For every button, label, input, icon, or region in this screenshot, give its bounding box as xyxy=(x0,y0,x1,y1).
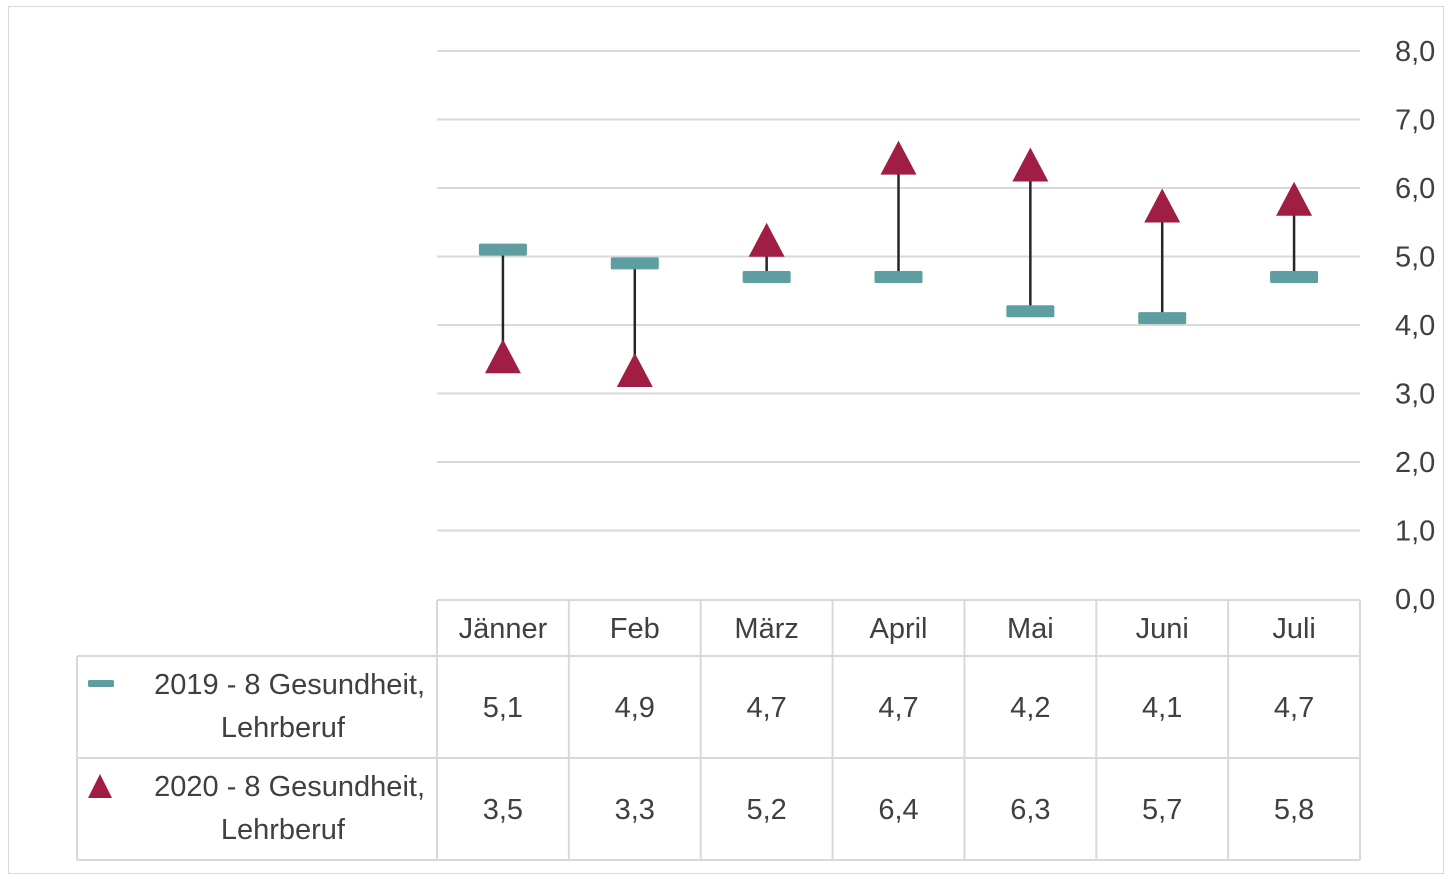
data-label: 4,7 xyxy=(878,692,918,724)
y-tick-label: 7,0 xyxy=(1395,105,1435,137)
marker-2019 xyxy=(1006,305,1055,318)
y-tick-label: 8,0 xyxy=(1395,36,1435,68)
x-tick-label: Juni xyxy=(1136,613,1189,645)
data-label: 4,9 xyxy=(615,692,655,724)
data-label: 4,7 xyxy=(746,692,786,724)
marker-2019 xyxy=(874,271,923,284)
data-label: 5,1 xyxy=(483,692,523,724)
marker-2020 xyxy=(1276,181,1313,216)
marker-2020 xyxy=(1144,188,1181,223)
y-tick-label: 4,0 xyxy=(1395,310,1435,342)
data-label: 5,7 xyxy=(1142,794,1182,826)
data-markers xyxy=(478,140,1319,387)
x-tick-label: Jänner xyxy=(459,613,548,645)
legend-key-2019 xyxy=(88,680,114,687)
y-tick-label: 5,0 xyxy=(1395,242,1435,274)
y-tick-label: 1,0 xyxy=(1395,516,1435,548)
marker-2020 xyxy=(484,339,521,374)
marker-2019 xyxy=(478,243,527,256)
marker-2020 xyxy=(1012,147,1049,182)
marker-2020 xyxy=(748,222,785,257)
legend-label: 2020 - 8 Gesundheit, Lehrberuf xyxy=(154,771,425,846)
data-table: Jänner Feb März April Mai Juni Juli 2019 - 8 Ge… xyxy=(76,599,1361,861)
data-label: 4,2 xyxy=(1010,692,1050,724)
y-tick-label: 3,0 xyxy=(1395,379,1435,411)
y-tick-label: 2,0 xyxy=(1395,447,1435,479)
data-label: 5,2 xyxy=(746,794,786,826)
marker-2019 xyxy=(1138,312,1187,325)
x-tick-label: April xyxy=(869,613,927,645)
data-label: 6,4 xyxy=(878,794,918,826)
legend-label: 2019 - 8 Gesundheit, Lehrberuf xyxy=(154,669,425,744)
marker-2020 xyxy=(616,352,653,387)
x-tick-label: Feb xyxy=(610,613,660,645)
data-label: 3,5 xyxy=(483,794,523,826)
x-tick-label: Mai xyxy=(1007,613,1054,645)
chart-frame xyxy=(8,6,1444,874)
x-tick-label: März xyxy=(734,613,798,645)
marker-2020 xyxy=(880,140,917,175)
data-label: 3,3 xyxy=(615,794,655,826)
data-label: 4,1 xyxy=(1142,692,1182,724)
data-label: 5,8 xyxy=(1274,794,1314,826)
x-tick-label: Juli xyxy=(1272,613,1316,645)
marker-2019 xyxy=(1270,271,1319,284)
gridlines xyxy=(437,50,1360,532)
y-tick-label: 0,0 xyxy=(1395,584,1435,616)
data-label: 6,3 xyxy=(1010,794,1050,826)
y-tick-label: 6,0 xyxy=(1395,173,1435,205)
marker-2019 xyxy=(610,257,659,270)
legend-key-2020 xyxy=(88,774,112,798)
y-axis-ticks: 0,0 1,0 2,0 3,0 4,0 5,0 6,0 7,0 8,0 xyxy=(1395,36,1435,616)
data-label: 4,7 xyxy=(1274,692,1314,724)
marker-2019 xyxy=(742,271,791,284)
